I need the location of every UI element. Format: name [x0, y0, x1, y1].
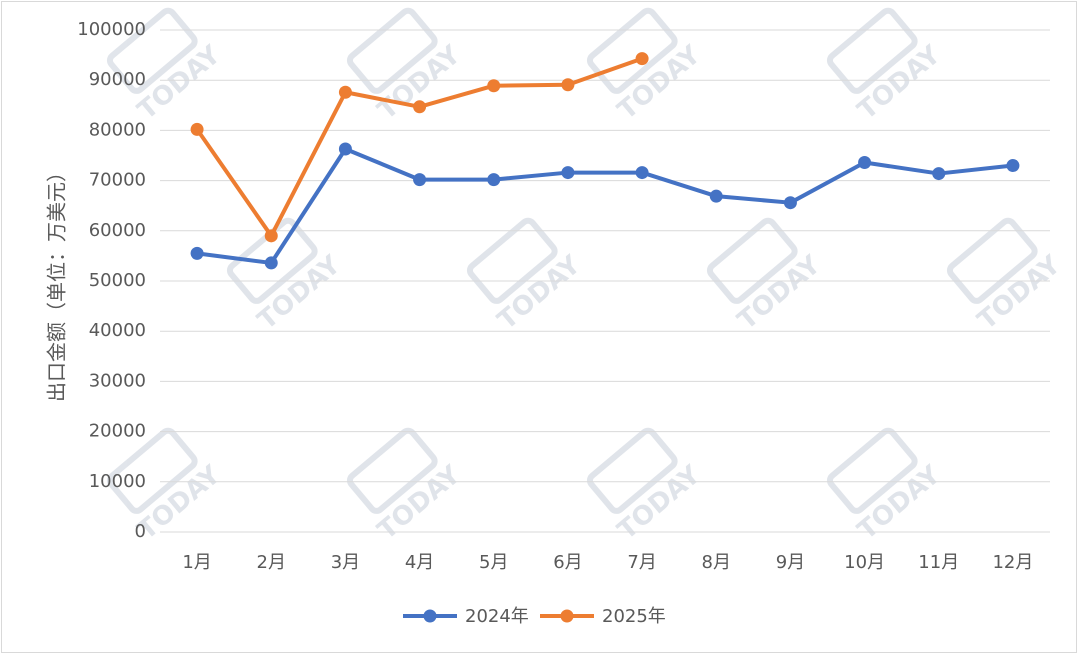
- data-point: [487, 79, 501, 93]
- data-point: [264, 256, 278, 270]
- legend-marker: [423, 609, 437, 623]
- data-point: [709, 189, 723, 203]
- x-tick-label: 7月: [627, 552, 656, 573]
- x-tick-label: 1月: [182, 552, 211, 573]
- x-tick-label: 3月: [331, 552, 360, 573]
- watermark-logo: [586, 427, 678, 514]
- legend-item: 2024年: [403, 606, 529, 627]
- y-tick-label: 30000: [89, 370, 146, 391]
- y-tick-label: 80000: [89, 119, 146, 140]
- series-1: [190, 142, 1020, 270]
- y-tick-label: 70000: [89, 170, 146, 191]
- legend-marker: [560, 609, 574, 623]
- watermark: TODAY: [826, 7, 947, 126]
- legend: 2024年 2025年: [403, 606, 666, 627]
- watermark-logo: [346, 7, 438, 94]
- watermark-logo: [826, 427, 918, 514]
- data-point: [783, 196, 797, 210]
- watermark: TODAY: [826, 427, 947, 546]
- x-tick-label: 6月: [553, 552, 582, 573]
- x-tick-label: 2月: [257, 552, 286, 573]
- legend-label: 2024年: [465, 606, 529, 627]
- y-tick-label: 100000: [77, 19, 146, 40]
- series-layer: [190, 52, 1020, 270]
- gridlines: [160, 29, 1050, 533]
- watermark: TODAY: [346, 427, 467, 546]
- watermark-logo: [346, 427, 438, 514]
- x-tick-label: 8月: [702, 552, 731, 573]
- data-point: [1006, 159, 1020, 173]
- series-line: [195, 146, 1015, 265]
- watermark: TODAY: [586, 427, 707, 546]
- data-point: [190, 246, 204, 260]
- watermark-logo: [946, 217, 1038, 304]
- watermark: TODAY: [346, 7, 467, 126]
- y-tick-label: 20000: [89, 421, 146, 442]
- x-tick-label: 4月: [405, 552, 434, 573]
- data-point: [487, 173, 501, 187]
- y-tick-label: 50000: [89, 270, 146, 291]
- data-point: [635, 52, 649, 66]
- y-tick-label: 60000: [89, 220, 146, 241]
- data-point: [635, 166, 649, 180]
- legend-item: 2025年: [540, 606, 666, 627]
- watermark-logo: [826, 7, 918, 94]
- x-tick-label: 9月: [776, 552, 805, 573]
- x-tick-label: 11月: [918, 552, 959, 573]
- x-tick-label: 12月: [992, 552, 1033, 573]
- data-point: [264, 229, 278, 243]
- watermark-logo: [226, 217, 318, 304]
- data-point: [190, 122, 204, 136]
- watermark-logo: [706, 217, 798, 304]
- y-axis-ticks: 0 10000 20000 30000 40000 50000 60000 70000 8000…: [77, 19, 146, 542]
- x-tick-label: 5月: [479, 552, 508, 573]
- watermark-logo: [106, 7, 198, 94]
- watermark-logo: [586, 7, 678, 94]
- series-2: [190, 52, 649, 243]
- watermark-logo: [106, 427, 198, 514]
- y-tick-label: 40000: [89, 320, 146, 341]
- data-point: [338, 85, 352, 99]
- y-tick-label: 90000: [89, 69, 146, 90]
- data-point: [413, 173, 427, 187]
- data-point: [413, 100, 427, 114]
- data-point: [932, 167, 946, 181]
- watermark-logo: [466, 217, 558, 304]
- y-tick-label: 10000: [89, 471, 146, 492]
- data-point: [338, 142, 352, 156]
- y-axis-label: 出口金额（单位：万美元）: [45, 162, 69, 402]
- data-point: [561, 166, 575, 180]
- data-point: [561, 78, 575, 92]
- x-axis-ticks: 1月 2月 3月 4月 5月 6月 7月 8月 9月 10月 11月 12月: [182, 552, 1033, 573]
- data-point: [858, 156, 872, 170]
- x-tick-label: 10月: [844, 552, 885, 573]
- legend-label: 2025年: [602, 606, 666, 627]
- y-tick-label: 0: [135, 521, 146, 542]
